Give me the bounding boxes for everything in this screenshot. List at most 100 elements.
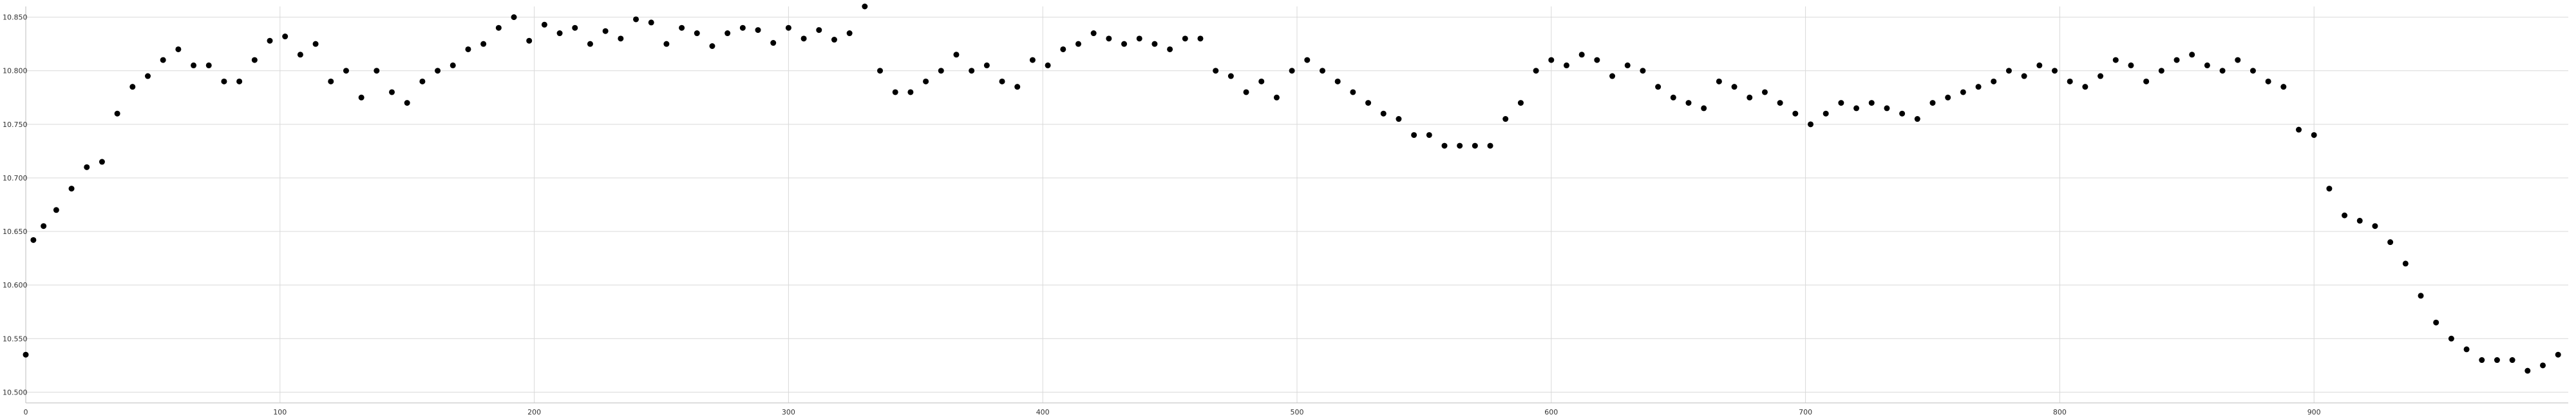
y-tick-label: 10.500 xyxy=(3,388,28,396)
scatter-point xyxy=(1792,110,1799,117)
scatter-point xyxy=(923,78,929,84)
scatter-point xyxy=(983,62,990,68)
scatter-point xyxy=(2524,367,2531,374)
x-tick-label: 800 xyxy=(2053,408,2067,416)
scatter-point xyxy=(1213,68,1219,74)
scatter-point xyxy=(1289,68,1295,74)
scatter-point xyxy=(1975,84,1982,90)
scatter-point xyxy=(1929,100,1936,106)
scatter-point xyxy=(1151,41,1158,47)
x-tick-label: 100 xyxy=(273,408,287,416)
scatter-point xyxy=(2342,212,2348,219)
scatter-point xyxy=(23,351,29,358)
scatter-point xyxy=(2402,260,2409,267)
scatter-point xyxy=(1899,110,1906,117)
scatter-point xyxy=(648,19,654,26)
scatter-point xyxy=(1060,46,1066,52)
scatter-point xyxy=(2479,357,2485,364)
scatter-point xyxy=(892,89,898,95)
scatter-point xyxy=(2418,293,2424,299)
scatter-point xyxy=(1106,35,1112,42)
y-tick-label: 10.750 xyxy=(3,121,28,129)
scatter-point xyxy=(587,41,593,47)
y-tick-label: 10.850 xyxy=(3,14,28,22)
scatter-point xyxy=(450,62,456,68)
scatter-point xyxy=(572,24,578,31)
scatter-point xyxy=(2052,68,2058,74)
scatter-point xyxy=(2128,62,2134,68)
scatter-point xyxy=(2112,57,2119,63)
scatter-point xyxy=(1426,132,1432,138)
scatter-point xyxy=(831,37,837,43)
scatter-point xyxy=(1838,100,1844,106)
grid-layer xyxy=(25,6,2568,403)
scatter-point xyxy=(114,110,120,117)
scatter-point xyxy=(1182,35,1188,42)
x-tick-label: 700 xyxy=(1799,408,1812,416)
scatter-point xyxy=(1991,78,1997,84)
scatter-point xyxy=(1502,116,1509,122)
scatter-point xyxy=(68,186,75,192)
scatter-point xyxy=(1350,89,1356,95)
scatter-point xyxy=(1396,116,1402,122)
scatter-point xyxy=(2555,351,2561,358)
scatter-point xyxy=(358,94,365,101)
scatter-point xyxy=(1853,105,1860,112)
scatter-point xyxy=(2509,357,2515,364)
scatter-point xyxy=(1609,73,1616,79)
scatter-point xyxy=(1960,89,1966,95)
scatter-point xyxy=(236,78,243,84)
scatter-point xyxy=(846,30,853,37)
scatter-point xyxy=(374,68,380,74)
scatter-point xyxy=(2326,186,2333,192)
scatter-point xyxy=(511,14,517,21)
scatter-point xyxy=(1029,57,1036,63)
scatter-point xyxy=(2265,78,2271,84)
scatter-point xyxy=(770,40,777,46)
scatter-point xyxy=(2235,57,2241,63)
scatter-point xyxy=(816,27,822,34)
scatter-point xyxy=(30,237,37,243)
x-tick-label: 600 xyxy=(1544,408,1558,416)
scatter-point xyxy=(2372,223,2378,229)
x-tick-label: 900 xyxy=(2307,408,2321,416)
scatter-point xyxy=(1075,41,1081,47)
scatter-point xyxy=(1533,68,1539,74)
y-tick-label: 10.800 xyxy=(3,67,28,75)
scatter-point xyxy=(862,3,868,10)
scatter-point xyxy=(556,30,563,37)
scatter-point xyxy=(2143,78,2150,84)
y-tick-label: 10.600 xyxy=(3,281,28,289)
scatter-point xyxy=(1807,121,1814,128)
scatter-point xyxy=(953,52,960,58)
scatter-point xyxy=(1761,89,1768,95)
scatter-point xyxy=(526,37,533,44)
scatter-point xyxy=(1441,142,1448,149)
scatter-point xyxy=(709,43,715,49)
scatter-point xyxy=(739,24,746,31)
scatter-point xyxy=(1670,94,1676,101)
scatter-point xyxy=(877,68,884,74)
scatter-point xyxy=(435,68,441,74)
scatter-point xyxy=(2494,357,2500,364)
scatter-point xyxy=(404,100,410,106)
scatter-point xyxy=(1624,62,1631,68)
scatter-point xyxy=(2204,62,2210,68)
scatter-point xyxy=(1334,78,1341,84)
scatter-point xyxy=(1487,142,1493,149)
scatter-point xyxy=(755,27,761,34)
scatter-point xyxy=(1914,116,1920,122)
scatter-point xyxy=(297,52,303,58)
scatter-point xyxy=(1411,132,1417,138)
scatter-point xyxy=(999,78,1005,84)
scatter-point xyxy=(389,89,395,95)
scatter-point xyxy=(2540,362,2546,369)
scatter-point xyxy=(1380,110,1387,117)
scatter-point xyxy=(1716,78,1722,84)
scatter-point xyxy=(53,207,59,213)
scatter-point xyxy=(2158,68,2164,74)
scatter-point xyxy=(541,21,547,28)
scatter-point xyxy=(1701,105,1707,112)
